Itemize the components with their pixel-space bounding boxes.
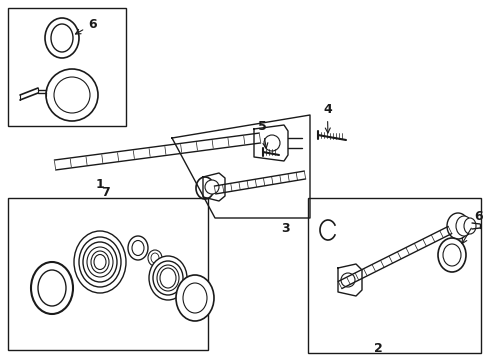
Text: 6: 6	[461, 210, 482, 244]
Ellipse shape	[149, 256, 186, 300]
Ellipse shape	[38, 270, 66, 306]
Ellipse shape	[94, 255, 106, 270]
Ellipse shape	[157, 265, 179, 291]
Ellipse shape	[83, 242, 117, 282]
Text: 1: 1	[96, 179, 104, 192]
Ellipse shape	[442, 244, 460, 266]
Ellipse shape	[87, 247, 113, 277]
Circle shape	[340, 273, 354, 287]
Ellipse shape	[91, 251, 109, 273]
Circle shape	[46, 69, 98, 121]
Bar	[8, 198, 207, 350]
Ellipse shape	[183, 283, 206, 313]
Ellipse shape	[446, 213, 468, 239]
Ellipse shape	[151, 253, 159, 263]
Ellipse shape	[132, 240, 143, 256]
Circle shape	[264, 135, 280, 151]
Bar	[8, 8, 126, 126]
Circle shape	[54, 77, 90, 113]
Ellipse shape	[176, 275, 214, 321]
Circle shape	[204, 180, 219, 194]
Ellipse shape	[455, 216, 471, 236]
Ellipse shape	[160, 268, 176, 288]
Bar	[307, 198, 480, 353]
Ellipse shape	[51, 24, 73, 52]
Text: 4: 4	[323, 103, 331, 133]
Ellipse shape	[153, 261, 183, 295]
Text: 5: 5	[258, 120, 267, 148]
Text: 3: 3	[280, 221, 289, 234]
Text: 2: 2	[373, 342, 382, 355]
Text: 7: 7	[101, 185, 109, 198]
Text: 6: 6	[75, 18, 97, 34]
Ellipse shape	[128, 236, 148, 260]
Ellipse shape	[148, 250, 162, 266]
Ellipse shape	[437, 238, 465, 272]
Ellipse shape	[45, 18, 79, 58]
Ellipse shape	[74, 231, 126, 293]
Ellipse shape	[31, 262, 73, 314]
Ellipse shape	[79, 237, 121, 287]
Ellipse shape	[463, 218, 475, 234]
